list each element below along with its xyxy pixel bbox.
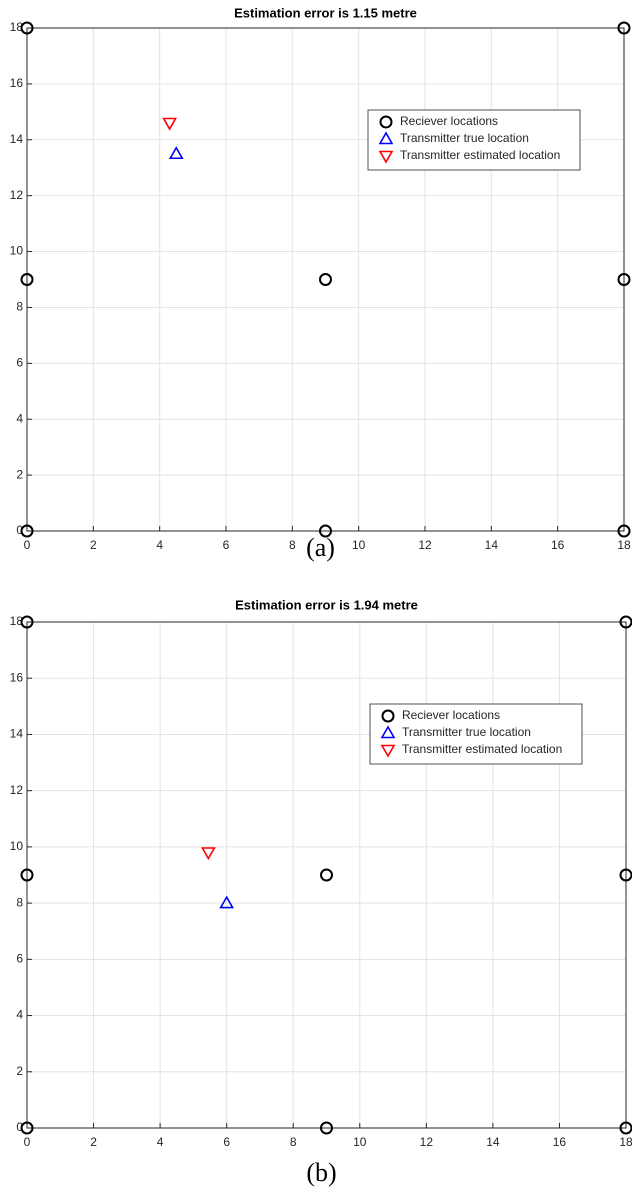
legend-marker bbox=[380, 725, 396, 739]
x-tick-label: 10 bbox=[353, 1135, 367, 1149]
x-tick-label: 18 bbox=[619, 1135, 632, 1149]
y-tick-label: 16 bbox=[10, 76, 24, 90]
y-tick-label: 0 bbox=[16, 1120, 23, 1134]
x-tick-label: 6 bbox=[223, 538, 230, 552]
legend-marker bbox=[379, 115, 393, 129]
plot-frame bbox=[26, 27, 625, 532]
chart-title: Estimation error is 1.15 metre bbox=[234, 5, 417, 20]
y-tick-label: 0 bbox=[16, 523, 23, 537]
x-tick-label: 2 bbox=[90, 1135, 97, 1149]
x-tick-label: 16 bbox=[553, 1135, 567, 1149]
caption: (a) bbox=[306, 533, 335, 562]
point bbox=[617, 524, 631, 538]
x-tick-label: 0 bbox=[24, 538, 31, 552]
legend-label: Reciever locations bbox=[400, 114, 498, 128]
y-tick-label: 8 bbox=[16, 300, 23, 314]
x-tick-label: 12 bbox=[420, 1135, 434, 1149]
point bbox=[617, 21, 631, 35]
legend-label: Transmitter true location bbox=[402, 725, 531, 739]
point bbox=[320, 1121, 333, 1135]
x-tick-label: 14 bbox=[485, 538, 499, 552]
point bbox=[20, 868, 34, 882]
legend-label: Transmitter estimated location bbox=[402, 742, 562, 756]
legend-box bbox=[369, 703, 583, 765]
point bbox=[320, 868, 333, 882]
x-tick-label: 4 bbox=[157, 1135, 164, 1149]
y-tick-label: 18 bbox=[10, 614, 24, 628]
legend-box bbox=[367, 109, 581, 171]
y-tick-label: 10 bbox=[10, 244, 24, 258]
x-tick-label: 12 bbox=[418, 538, 432, 552]
y-tick-label: 10 bbox=[10, 839, 24, 853]
legend-label: Transmitter true location bbox=[400, 131, 529, 145]
point bbox=[168, 146, 184, 160]
point bbox=[20, 615, 34, 629]
y-tick-label: 4 bbox=[16, 411, 23, 425]
y-tick-label: 18 bbox=[10, 20, 24, 34]
point bbox=[20, 524, 34, 538]
x-tick-label: 2 bbox=[90, 538, 97, 552]
x-tick-label: 8 bbox=[289, 538, 296, 552]
point bbox=[219, 895, 235, 909]
y-tick-label: 4 bbox=[16, 1008, 23, 1022]
point bbox=[20, 21, 34, 35]
caption: (b) bbox=[306, 1158, 336, 1187]
x-tick-label: 14 bbox=[486, 1135, 500, 1149]
x-tick-label: 8 bbox=[290, 1135, 297, 1149]
y-tick-label: 12 bbox=[10, 188, 24, 202]
plot-frame bbox=[26, 621, 627, 1129]
point bbox=[319, 273, 332, 286]
legend-marker bbox=[378, 131, 394, 145]
y-tick-label: 6 bbox=[16, 356, 23, 370]
y-tick-label: 12 bbox=[10, 783, 24, 797]
legend-label: Transmitter estimated location bbox=[400, 148, 560, 162]
point bbox=[200, 847, 216, 861]
y-tick-label: 2 bbox=[16, 467, 23, 481]
point bbox=[162, 117, 177, 131]
x-tick-label: 6 bbox=[223, 1135, 230, 1149]
x-tick-label: 4 bbox=[156, 538, 163, 552]
x-tick-label: 0 bbox=[24, 1135, 31, 1149]
point bbox=[20, 1121, 34, 1135]
y-tick-label: 2 bbox=[16, 1064, 23, 1078]
y-tick-label: 14 bbox=[10, 132, 24, 146]
x-tick-label: 18 bbox=[617, 538, 631, 552]
point bbox=[20, 273, 34, 286]
chart-title: Estimation error is 1.94 metre bbox=[235, 597, 418, 612]
y-tick-label: 6 bbox=[16, 952, 23, 966]
y-tick-label: 14 bbox=[10, 727, 24, 741]
legend-marker bbox=[381, 709, 395, 723]
legend-label: Reciever locations bbox=[402, 708, 500, 722]
y-tick-label: 16 bbox=[10, 670, 24, 684]
y-tick-label: 8 bbox=[16, 895, 23, 909]
x-tick-label: 10 bbox=[352, 538, 366, 552]
point bbox=[617, 273, 631, 286]
point bbox=[319, 524, 332, 538]
x-tick-label: 16 bbox=[551, 538, 565, 552]
legend-marker bbox=[378, 150, 394, 164]
legend-marker bbox=[380, 744, 396, 758]
